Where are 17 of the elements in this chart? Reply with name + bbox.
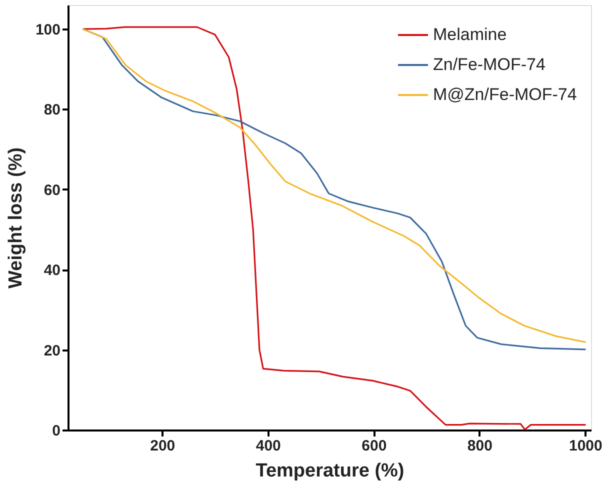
x-tick-label: 1000 xyxy=(568,438,602,454)
y-tick-label: 60 xyxy=(44,182,60,199)
x-tick-label: 800 xyxy=(467,438,492,454)
y-tick-label: 100 xyxy=(35,22,60,39)
legend-label: M@Zn/Fe-MOF-74 xyxy=(433,85,577,104)
x-axis-title: Temperature (%) xyxy=(256,460,404,482)
x-tick-label: 600 xyxy=(362,438,387,454)
legend-label: Melamine xyxy=(433,25,507,44)
line-series xyxy=(82,26,587,430)
y-axis-title: Weight loss (%) xyxy=(5,147,26,289)
y-tick-label: 80 xyxy=(44,102,60,119)
y-tick-label: 0 xyxy=(52,422,60,440)
x-tick-label: 200 xyxy=(150,438,176,454)
y-tick-label: 20 xyxy=(44,342,60,360)
y-tick-label: 40 xyxy=(44,262,60,280)
x-tick-label: 400 xyxy=(256,438,281,454)
legend-label: Zn/Fe-MOF-74 xyxy=(433,55,546,74)
